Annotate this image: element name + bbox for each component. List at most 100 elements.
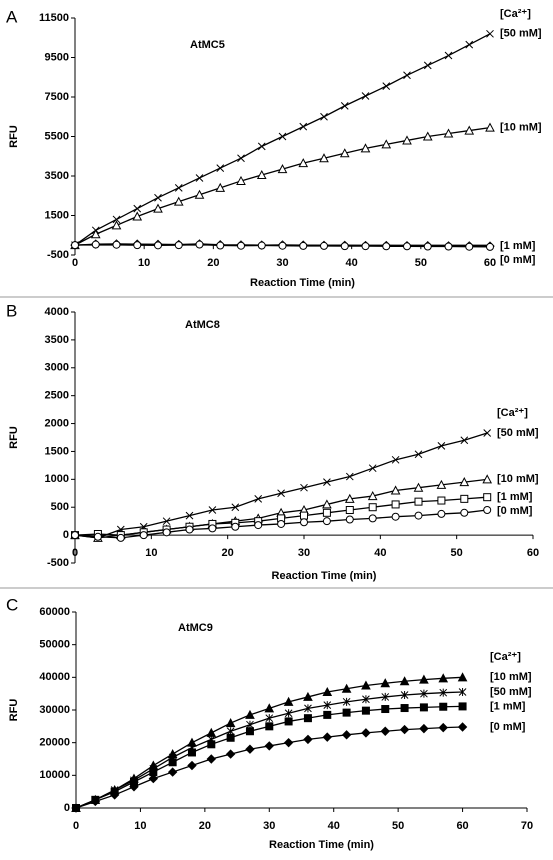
marker xyxy=(391,500,400,509)
marker xyxy=(322,686,333,697)
y-axis-label: RFU xyxy=(8,426,20,449)
legend-title: [Ca²⁺] xyxy=(500,8,531,20)
marker xyxy=(303,714,312,723)
y-tick-label: 7500 xyxy=(45,91,69,103)
marker xyxy=(345,472,354,481)
marker xyxy=(390,485,401,495)
chart-title: AtMC5 xyxy=(190,39,225,51)
y-tick-label: 3500 xyxy=(45,334,69,346)
y-tick-label: 1500 xyxy=(45,209,69,221)
marker xyxy=(90,229,101,239)
marker xyxy=(133,204,142,213)
marker xyxy=(438,673,449,683)
marker xyxy=(322,508,331,517)
marker xyxy=(265,714,274,723)
y-axis-label: RFU xyxy=(8,125,20,148)
y-tick-label: 60000 xyxy=(39,606,70,618)
marker xyxy=(208,524,217,533)
marker xyxy=(380,726,390,736)
x-tick-label: 60 xyxy=(456,820,468,832)
marker xyxy=(303,691,313,701)
marker xyxy=(391,512,400,521)
marker xyxy=(465,242,474,251)
y-tick-label: 1500 xyxy=(45,445,69,457)
marker xyxy=(400,704,409,713)
marker xyxy=(277,489,285,498)
marker xyxy=(264,741,274,751)
marker xyxy=(139,531,148,540)
marker xyxy=(111,220,122,230)
marker xyxy=(361,706,370,715)
marker xyxy=(112,240,121,249)
marker xyxy=(93,532,102,541)
chart-title: AtMC9 xyxy=(178,622,213,634)
y-tick-label: -500 xyxy=(47,249,69,261)
legend-entry: [0 mM] xyxy=(490,721,526,733)
y-tick-label: 2500 xyxy=(45,390,69,402)
marker xyxy=(485,122,495,132)
marker xyxy=(458,702,467,711)
legend-entry: [50 mM] xyxy=(500,28,542,40)
x-tick-label: 0 xyxy=(72,257,78,269)
marker xyxy=(299,241,308,250)
marker xyxy=(381,705,390,714)
panel-label: A xyxy=(6,7,18,26)
x-tick-label: 50 xyxy=(392,820,404,832)
x-tick-label: 0 xyxy=(73,820,79,832)
marker xyxy=(187,760,197,771)
marker xyxy=(245,744,255,754)
marker xyxy=(423,242,432,251)
marker xyxy=(322,517,331,526)
marker xyxy=(419,703,428,712)
marker xyxy=(382,242,391,251)
chart-panel: C AtMC9 RFU Reaction Time (min) 0 10000 20000 3… xyxy=(6,595,533,850)
marker xyxy=(225,749,236,759)
x-tick-label: 10 xyxy=(138,257,150,269)
marker xyxy=(361,680,371,690)
y-tick-label: 40000 xyxy=(39,671,70,683)
legend-entry: [1 mM] xyxy=(490,700,526,712)
y-tick-label: 4000 xyxy=(45,306,69,318)
marker xyxy=(257,241,266,250)
marker xyxy=(399,676,410,686)
x-tick-label: 30 xyxy=(263,820,275,832)
marker xyxy=(71,531,79,540)
y-tick-label: 3000 xyxy=(45,362,69,374)
marker xyxy=(154,241,162,250)
legend-entry: [1 mM] xyxy=(500,240,536,252)
y-tick-label: 50000 xyxy=(39,639,70,651)
chart-title: AtMC8 xyxy=(185,319,220,331)
legend-title: [Ca²⁺] xyxy=(497,407,528,419)
marker xyxy=(403,71,411,80)
marker xyxy=(382,82,391,90)
marker xyxy=(129,782,139,792)
marker xyxy=(300,518,308,527)
marker xyxy=(460,494,469,503)
y-tick-label: 30000 xyxy=(39,704,70,716)
marker xyxy=(414,511,423,520)
marker xyxy=(483,506,492,515)
marker xyxy=(265,722,274,731)
marker xyxy=(345,515,354,524)
x-tick-label: 10 xyxy=(145,547,157,559)
marker xyxy=(443,128,454,138)
y-axis-label: RFU xyxy=(8,699,20,722)
marker xyxy=(284,709,293,718)
x-axis-label: Reaction Time (min) xyxy=(250,277,355,289)
y-tick-label: 9500 xyxy=(45,51,69,63)
marker xyxy=(245,727,254,736)
x-tick-label: 50 xyxy=(415,257,427,269)
marker xyxy=(256,169,267,180)
marker xyxy=(162,528,171,537)
marker xyxy=(439,702,448,711)
marker xyxy=(381,139,392,149)
marker xyxy=(458,688,467,697)
legend-entry: [50 mM] xyxy=(497,427,539,439)
marker xyxy=(300,511,308,520)
marker xyxy=(444,51,453,60)
marker xyxy=(420,689,428,698)
marker xyxy=(257,142,266,151)
x-tick-label: 70 xyxy=(521,820,533,832)
marker xyxy=(486,242,494,251)
marker xyxy=(174,241,183,250)
